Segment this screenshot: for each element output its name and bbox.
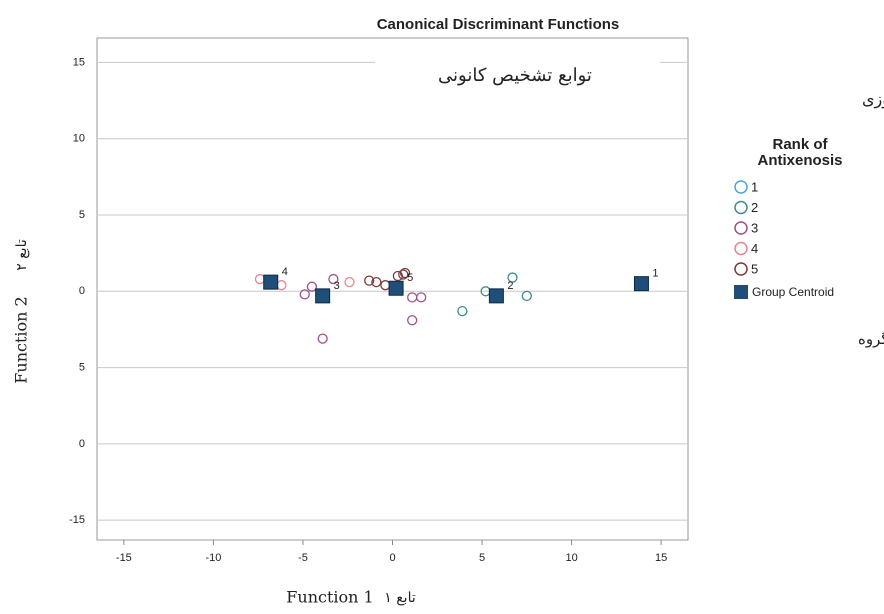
y-axis-label: Function 2 bbox=[12, 296, 31, 383]
legend-marker bbox=[734, 262, 748, 276]
x-tick-label: 15 bbox=[655, 552, 667, 564]
point bbox=[457, 305, 468, 317]
point bbox=[407, 315, 418, 326]
centroid bbox=[263, 274, 279, 290]
centroid-label: 5 bbox=[407, 272, 413, 284]
legend-label: 2 bbox=[751, 200, 758, 215]
point bbox=[507, 272, 518, 283]
centroid-label: 2 bbox=[507, 280, 513, 292]
legend-label: 4 bbox=[751, 241, 758, 256]
point bbox=[398, 269, 409, 280]
y-tick-label: -15 bbox=[69, 514, 85, 526]
chart-title-fa: توابع تشخیص کانونی bbox=[438, 65, 592, 86]
point bbox=[328, 273, 339, 285]
y-tick-label: 5 bbox=[79, 361, 85, 373]
legend-marker bbox=[734, 200, 748, 215]
legend-label: 1 bbox=[751, 179, 758, 194]
x-tick-label: -5 bbox=[298, 552, 308, 564]
legend-title-fa: رتبه آنتی زنوزی bbox=[862, 89, 884, 109]
y-tick-label: 5 bbox=[79, 209, 85, 221]
centroid bbox=[488, 288, 504, 304]
point bbox=[399, 267, 411, 279]
point bbox=[344, 276, 355, 288]
point bbox=[392, 270, 404, 282]
legend-marker bbox=[734, 180, 748, 194]
point bbox=[299, 289, 310, 300]
point bbox=[416, 292, 427, 303]
centroid bbox=[388, 280, 404, 296]
x-tick-label: 5 bbox=[479, 552, 485, 564]
x-tick-label: -15 bbox=[116, 552, 132, 564]
point bbox=[317, 333, 328, 344]
point bbox=[306, 281, 318, 292]
y-tick-label: 0 bbox=[79, 285, 85, 297]
y-tick-label: 0 bbox=[79, 438, 85, 450]
y-tick-label: 15 bbox=[73, 56, 85, 68]
y-tick-label: 10 bbox=[73, 133, 85, 145]
legend-marker bbox=[734, 221, 748, 235]
y-axis-label-fa: تابع ۲ bbox=[14, 239, 30, 271]
x-axis-label-fa: تابع ۱ bbox=[384, 590, 416, 606]
legend-title: Rank of bbox=[772, 136, 828, 153]
centroid-label: 3 bbox=[334, 280, 340, 292]
point bbox=[371, 276, 382, 288]
centroid-label-fa: مرکز گروه bbox=[858, 330, 884, 348]
x-tick-label: -10 bbox=[205, 552, 221, 564]
legend-label: Group Centroid bbox=[752, 285, 834, 299]
centroid bbox=[315, 288, 331, 304]
x-tick-label: 0 bbox=[389, 552, 395, 564]
x-axis-label: Function 1 bbox=[286, 588, 373, 607]
point bbox=[364, 275, 375, 286]
centroid-label: 1 bbox=[652, 268, 658, 280]
legend-title: Antixenosis bbox=[757, 152, 842, 169]
title-box bbox=[375, 52, 660, 96]
point bbox=[521, 290, 532, 302]
centroid-label: 4 bbox=[282, 266, 288, 278]
legend-label: 3 bbox=[751, 220, 758, 235]
legend-label: 5 bbox=[751, 261, 758, 276]
legend-marker bbox=[734, 241, 748, 256]
chart-title: Canonical Discriminant Functions bbox=[377, 16, 620, 33]
x-tick-label: 10 bbox=[565, 552, 577, 564]
centroid bbox=[633, 276, 649, 292]
legend-marker bbox=[734, 285, 748, 299]
